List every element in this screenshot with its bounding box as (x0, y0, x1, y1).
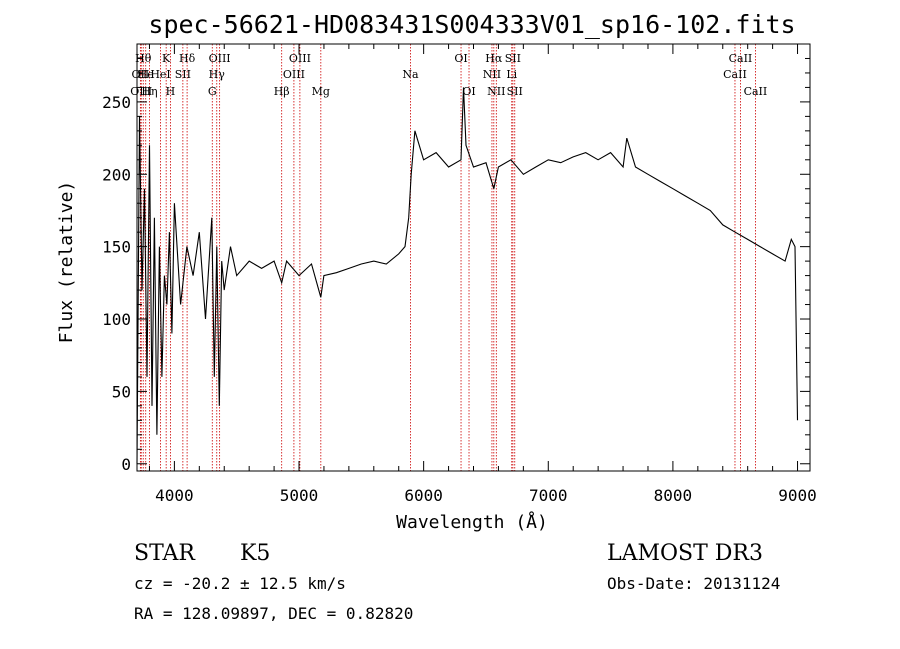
chart-title: spec-56621-HD083431S004333V01_sp16-102.f… (148, 10, 795, 39)
marker-label-4: Hη (141, 85, 157, 98)
marker-label-25: SII (507, 85, 523, 98)
x-tick-label: 7000 (529, 486, 568, 505)
y-tick-label: 200 (102, 165, 131, 184)
marker-label-15: OIII (289, 52, 311, 65)
y-tick-label: 100 (102, 310, 131, 329)
plot-frame (136, 43, 811, 472)
marker-label-7: H (166, 85, 176, 98)
x-tick-label: 4000 (155, 486, 194, 505)
marker-label-28: CaII (744, 85, 768, 98)
y-tick-label: 50 (112, 382, 131, 401)
y-tick-label: 250 (102, 93, 131, 112)
marker-label-23: Li (506, 68, 517, 81)
marker-label-10: G (208, 85, 217, 98)
marker-label-12: OIII (209, 52, 231, 65)
coordinates: RA = 128.09897, DEC = 0.82820 (134, 604, 413, 623)
marker-label-13: Hβ (274, 85, 290, 98)
observation-date: Obs-Date: 20131124 (607, 574, 780, 593)
marker-label-20: NII (483, 68, 501, 81)
survey-name: LAMOST DR3 (607, 541, 763, 566)
marker-label-1: OIII (130, 85, 152, 98)
line-marker-labels: OII OIII Hθ He Hη HeI K H SII Hδ G Hγ OIII Hβ OIII OIII… (130, 52, 767, 98)
marker-label-18: OI (454, 52, 467, 65)
marker-label-16: Mg (312, 85, 330, 98)
marker-label-19: OI (462, 85, 475, 98)
marker-label-11: Hγ (209, 68, 226, 81)
redshift-velocity: cz = -20.2 ± 12.5 km/s (134, 574, 346, 593)
spectrum-line (136, 87, 799, 464)
marker-label-22: NII (487, 85, 505, 98)
y-axis-ticks: 0 50 100 150 200 250 (102, 57, 810, 474)
x-axis-label: Wavelength (Å) (396, 511, 548, 533)
y-axis-label: Flux (relative) (56, 181, 77, 344)
x-axis-ticks: 4000 5000 6000 7000 8000 9000 (148, 44, 817, 505)
marker-label-27: CaII (729, 52, 753, 65)
marker-label-26: CaII (723, 68, 747, 81)
marker-label-8: SII (175, 68, 191, 81)
marker-label-17: Na (402, 68, 419, 81)
object-subclass: K5 (240, 541, 270, 566)
marker-label-24: SII (505, 52, 521, 65)
marker-label-0: OII (132, 68, 150, 81)
x-tick-label: 8000 (654, 486, 693, 505)
marker-label-21: Hα (485, 52, 503, 65)
y-tick-label: 150 (102, 238, 131, 257)
marker-label-9: Hδ (179, 52, 196, 65)
x-tick-label: 6000 (404, 486, 443, 505)
x-tick-label: 5000 (280, 486, 319, 505)
marker-label-14: OIII (283, 68, 305, 81)
y-tick-label: 0 (121, 455, 131, 474)
marker-label-5: HeI (150, 68, 170, 81)
marker-label-2: Hθ (135, 52, 152, 65)
marker-label-3: He (138, 68, 154, 81)
object-class: STAR (134, 541, 196, 566)
marker-label-6: K (162, 52, 171, 65)
x-tick-label: 9000 (778, 486, 817, 505)
